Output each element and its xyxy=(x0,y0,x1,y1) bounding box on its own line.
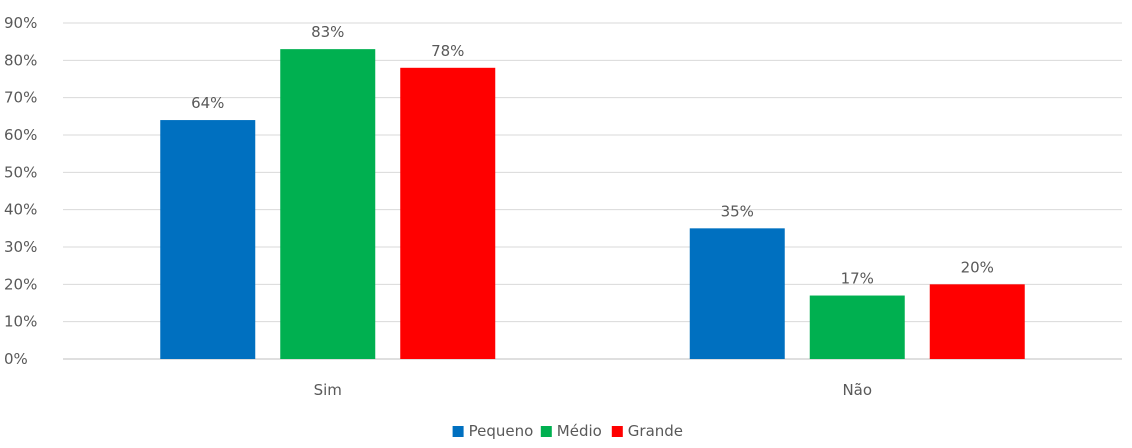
legend-label: Pequeno xyxy=(469,422,534,440)
data-label: 64% xyxy=(191,94,224,112)
data-label: 83% xyxy=(311,23,344,41)
y-tick-label: 0% xyxy=(4,350,28,368)
bar-grande-sim xyxy=(400,67,496,360)
y-tick-label: 20% xyxy=(4,275,37,293)
y-tick-label: 30% xyxy=(4,238,37,256)
y-tick-label: 70% xyxy=(4,89,37,107)
y-tick-label: 40% xyxy=(4,201,37,219)
data-label: 35% xyxy=(721,202,754,220)
y-tick-label: 50% xyxy=(4,163,37,181)
y-tick-label: 60% xyxy=(4,126,37,144)
bar-médio-sim xyxy=(280,49,376,360)
bar-pequeno-sim xyxy=(160,120,256,359)
x-category-label: Não xyxy=(842,381,872,399)
legend-label: Médio xyxy=(557,422,602,440)
legend-swatch-pequeno xyxy=(452,426,464,437)
bar-pequeno-não xyxy=(689,228,785,359)
legend-swatch-médio xyxy=(540,426,552,437)
bar-médio-não xyxy=(809,295,905,359)
y-tick-label: 10% xyxy=(4,313,37,331)
legend-label: Grande xyxy=(628,422,683,440)
x-category-label: Sim xyxy=(314,381,342,399)
data-label: 78% xyxy=(431,42,464,60)
bar-grande-não xyxy=(929,284,1025,359)
legend-swatch-grande xyxy=(611,426,623,437)
y-tick-label: 80% xyxy=(4,51,37,69)
data-label: 20% xyxy=(961,258,994,276)
data-label: 17% xyxy=(841,270,874,288)
y-tick-label: 90% xyxy=(4,14,37,32)
